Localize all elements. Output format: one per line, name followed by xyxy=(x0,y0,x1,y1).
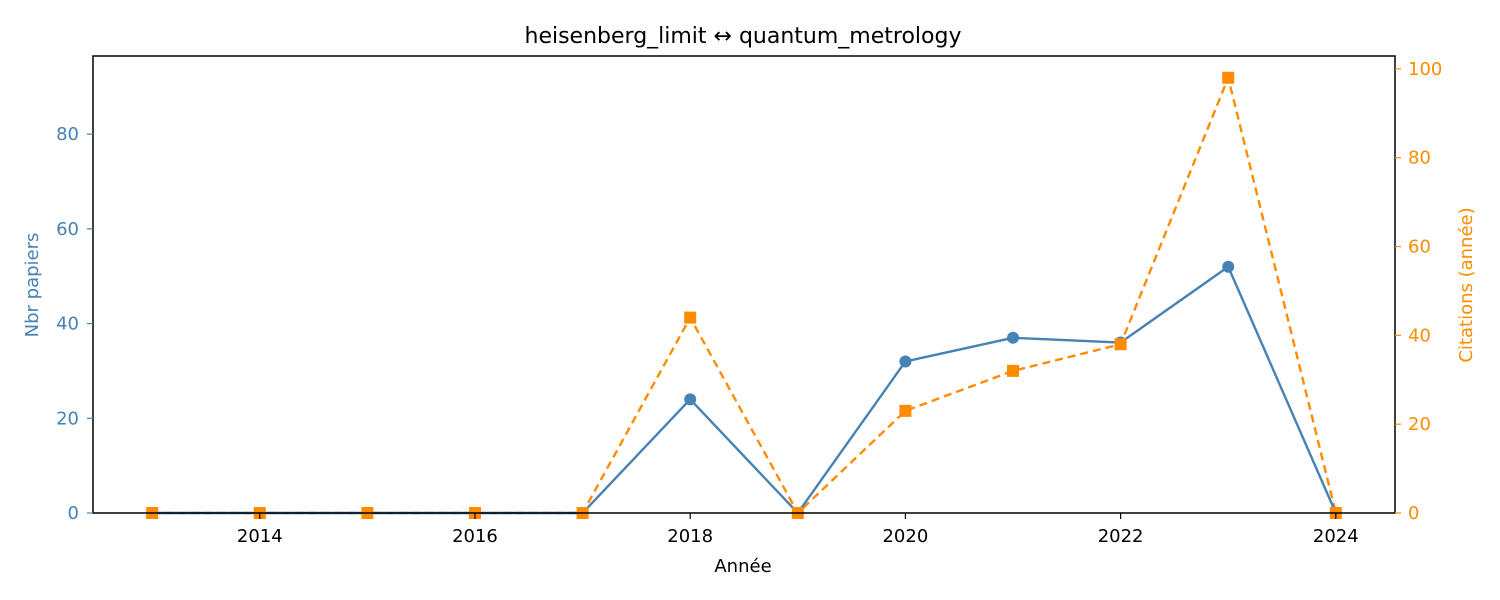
citations-point xyxy=(684,311,697,324)
x-tick-label: 2022 xyxy=(1098,526,1144,547)
right-axis-title: Citations (année) xyxy=(1456,207,1477,362)
right-y-tick-label: 40 xyxy=(1408,325,1431,346)
chart-title: heisenberg_limit ↔ quantum_metrology xyxy=(525,24,962,49)
left-y-tick-label: 0 xyxy=(68,503,79,524)
right-y-tick-label: 20 xyxy=(1408,414,1431,435)
papers-point xyxy=(1222,260,1235,273)
citations-point xyxy=(1222,71,1235,84)
left-axis-title: Nbr papiers xyxy=(22,233,43,338)
papers-point xyxy=(899,355,912,368)
right-y-tick-label: 60 xyxy=(1408,237,1431,258)
x-tick-label: 2024 xyxy=(1313,526,1359,547)
citations-line xyxy=(152,76,1337,515)
papers-line xyxy=(152,265,1337,515)
left-y-tick-label: 20 xyxy=(56,408,79,429)
series-layer xyxy=(146,71,1342,519)
axis-layer: 2014 2016 2018 2020 2022 2024 0 20 40 60 80 0 20 40 60… xyxy=(56,59,1442,547)
x-tick-label: 2014 xyxy=(237,526,283,547)
plot-frame xyxy=(92,55,1396,514)
left-y-tick-label: 80 xyxy=(56,124,79,145)
right-y-tick-label: 100 xyxy=(1408,59,1442,80)
citations-point xyxy=(1114,338,1127,351)
citations-point xyxy=(899,404,912,417)
x-tick-label: 2016 xyxy=(452,526,498,547)
x-tick-label: 2020 xyxy=(882,526,928,547)
right-y-tick-label: 0 xyxy=(1408,503,1419,524)
right-y-tick-label: 80 xyxy=(1408,148,1431,169)
x-tick-label: 2018 xyxy=(667,526,713,547)
papers-point xyxy=(1007,331,1020,344)
citations-point xyxy=(1007,364,1020,377)
x-axis-title: Année xyxy=(714,556,771,577)
left-y-tick-label: 40 xyxy=(56,314,79,335)
left-y-tick-label: 60 xyxy=(56,219,79,240)
papers-point xyxy=(684,393,697,406)
